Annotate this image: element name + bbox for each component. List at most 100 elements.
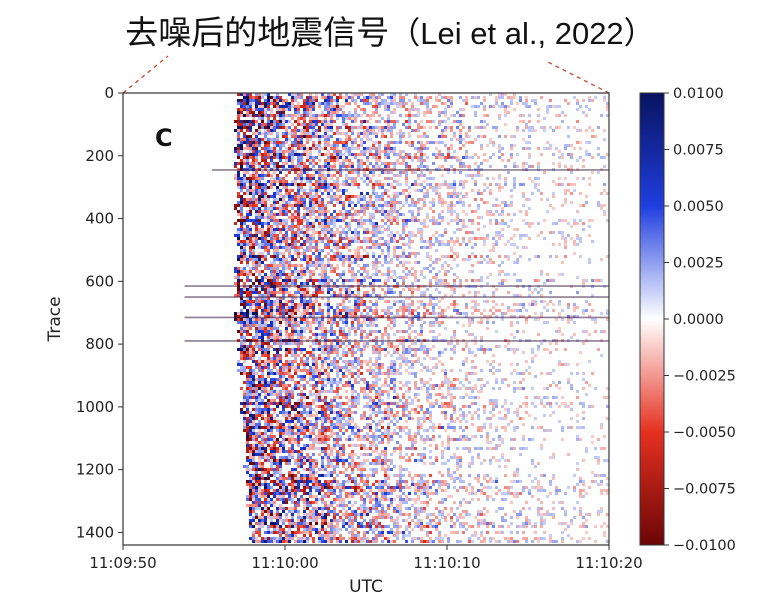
heatmap-cell (375, 96, 378, 99)
heatmap-cell (474, 174, 477, 177)
heatmap-cell (339, 303, 342, 306)
heatmap-cell (246, 219, 249, 222)
heatmap-cell (396, 141, 399, 144)
heatmap-cell (354, 195, 357, 198)
heatmap-cell (339, 126, 342, 129)
heatmap-cell (288, 237, 291, 240)
heatmap-cell (339, 195, 342, 198)
heatmap-cell (582, 282, 585, 285)
heatmap-cell (435, 186, 438, 189)
heatmap-cell (279, 198, 282, 201)
heatmap-cell (312, 294, 315, 297)
heatmap-cell (303, 177, 306, 180)
heatmap-cell (297, 207, 300, 210)
heatmap-cell (357, 201, 360, 204)
heatmap-cell (264, 360, 267, 363)
heatmap-cell (342, 147, 345, 150)
heatmap-cell (405, 195, 408, 198)
heatmap-cell (303, 207, 306, 210)
heatmap-cell (258, 201, 261, 204)
heatmap-cell (318, 210, 321, 213)
heatmap-cell (366, 192, 369, 195)
heatmap-cell (258, 321, 261, 324)
heatmap-cell (267, 297, 270, 300)
heatmap-cell (423, 114, 426, 117)
heatmap-cell (441, 204, 444, 207)
heatmap-cell (363, 195, 366, 198)
heatmap-cell (240, 336, 243, 339)
heatmap-cell (327, 129, 330, 132)
heatmap-cell (279, 273, 282, 276)
heatmap-cell (375, 135, 378, 138)
heatmap-cell (243, 348, 246, 351)
heatmap-cell (243, 96, 246, 99)
heatmap-cell (282, 309, 285, 312)
heatmap-cell (564, 243, 567, 246)
heatmap-cell (435, 279, 438, 282)
heatmap-cell (333, 348, 336, 351)
heatmap-cell (270, 219, 273, 222)
heatmap-cell (432, 243, 435, 246)
heatmap-cell (282, 150, 285, 153)
heatmap-cell (270, 150, 273, 153)
heatmap-cell (456, 216, 459, 219)
heatmap-cell (279, 264, 282, 267)
heatmap-cell (333, 255, 336, 258)
heatmap-cell (246, 159, 249, 162)
heatmap-cell (336, 105, 339, 108)
heatmap-cell (393, 345, 396, 348)
heatmap-cell (378, 351, 381, 354)
heatmap-cell (288, 216, 291, 219)
heatmap-cell (456, 156, 459, 159)
heatmap-cell (474, 291, 477, 294)
heatmap-cell (570, 336, 573, 339)
heatmap-cell (543, 306, 546, 309)
heatmap-cell (459, 282, 462, 285)
heatmap-cell (510, 309, 513, 312)
heatmap-cell (402, 219, 405, 222)
heatmap-cell (345, 297, 348, 300)
heatmap-cell (306, 255, 309, 258)
heatmap-cell (237, 156, 240, 159)
heatmap-cell (408, 306, 411, 309)
heatmap-cell (315, 216, 318, 219)
heatmap-cell (384, 228, 387, 231)
heatmap-cell (315, 231, 318, 234)
heatmap-cell (237, 144, 240, 147)
heatmap-cell (462, 204, 465, 207)
heatmap-cell (573, 183, 576, 186)
heatmap-cell (369, 153, 372, 156)
heatmap-cell (249, 219, 252, 222)
heatmap-cell (561, 261, 564, 264)
heatmap-cell (330, 306, 333, 309)
heatmap-cell (267, 246, 270, 249)
heatmap-cell (372, 111, 375, 114)
heatmap-cell (429, 177, 432, 180)
heatmap-cell (282, 99, 285, 102)
heatmap-cell (495, 240, 498, 243)
heatmap-cell (330, 135, 333, 138)
heatmap-cell (351, 315, 354, 318)
heatmap-cell (288, 144, 291, 147)
heatmap-cell (402, 255, 405, 258)
heatmap-cell (441, 120, 444, 123)
heatmap-cell (246, 309, 249, 312)
heatmap-cell (333, 246, 336, 249)
heatmap-cell (255, 159, 258, 162)
heatmap-cell (480, 198, 483, 201)
heatmap-cell (471, 318, 474, 321)
heatmap-cell (429, 303, 432, 306)
heatmap-cell (330, 105, 333, 108)
heatmap-cell (423, 144, 426, 147)
heatmap-cell (414, 342, 417, 345)
heatmap-cell (264, 291, 267, 294)
heatmap-cell (363, 237, 366, 240)
heatmap-cell (276, 234, 279, 237)
heatmap-cell (546, 279, 549, 282)
heatmap-cell (261, 270, 264, 273)
heatmap-cell (318, 198, 321, 201)
heatmap-cell (336, 201, 339, 204)
heatmap-cell (447, 186, 450, 189)
heatmap-cell (312, 234, 315, 237)
heatmap-cell (330, 114, 333, 117)
